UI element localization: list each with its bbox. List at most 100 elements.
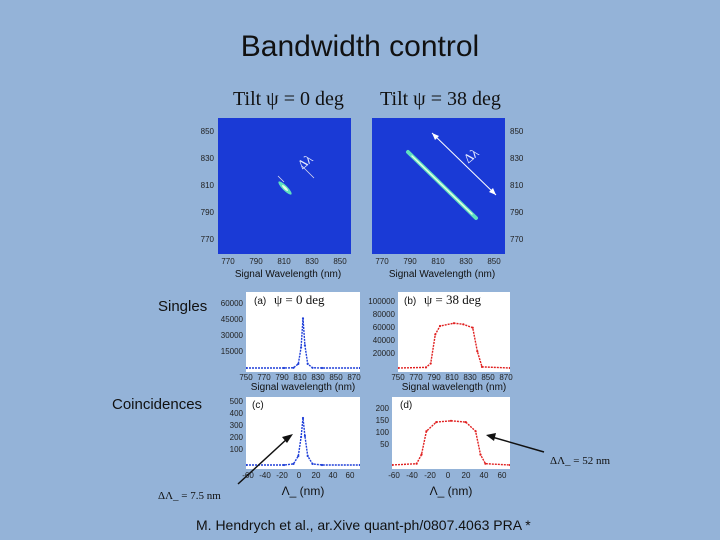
trace-point: [462, 323, 465, 326]
singles-x-tick: 770: [409, 373, 423, 382]
heatmap-x-tick: 790: [249, 257, 263, 266]
coinc-xlabel-left: Λ_ (nm): [281, 484, 325, 498]
trace-point: [311, 462, 314, 465]
panel-a-angle: ψ = 0 deg: [274, 292, 325, 307]
trace-point: [425, 430, 428, 433]
heatmap-y-tick: 830: [510, 154, 524, 163]
singles-x-tick: 810: [293, 373, 307, 382]
singles-y-tick: 30000: [220, 331, 243, 340]
singles-panel-a: [246, 292, 360, 372]
heatmap-x-tick: 850: [487, 257, 501, 266]
heatmap-y-tick: 790: [200, 208, 214, 217]
trace-point: [476, 350, 479, 353]
heatmap-x-tick: 850: [333, 257, 347, 266]
trace-point: [297, 454, 300, 458]
trace-point: [246, 366, 248, 370]
trace-point: [474, 430, 477, 433]
row-label-coincidences: Coincidences: [112, 396, 203, 413]
coinc-xlabel-right: Λ_ (nm): [429, 484, 473, 498]
heatmap-right-xlabel: Signal Wavelength (nm): [388, 269, 496, 280]
trace-point: [320, 463, 324, 467]
panel-d-label: (d): [400, 400, 413, 411]
heatmap-x-tick: 830: [459, 257, 473, 266]
coinc-y-tick: 100: [229, 445, 243, 454]
singles-y-tick: 45000: [220, 315, 243, 324]
coinc-y-tick: 400: [229, 409, 243, 418]
coinc-x-tick: -60: [388, 471, 400, 480]
trace-point: [449, 419, 453, 422]
singles-x-tick: 790: [427, 373, 441, 382]
heatmap-y-tick: 810: [200, 181, 214, 190]
coinc-x-tick: -20: [424, 471, 436, 480]
trace-point: [297, 362, 300, 365]
trace-point: [311, 366, 314, 369]
singles-xlabel-left: Signal wavelength (nm): [250, 382, 356, 393]
heatmap-left: Δλ: [218, 118, 351, 254]
heatmap-y-tick: 810: [510, 181, 524, 190]
coinc-panel-d: [392, 397, 510, 469]
right-tilt-title: Tilt ψ = 38 deg: [380, 88, 501, 110]
trace-point: [303, 434, 306, 437]
coinc-x-tick: -40: [259, 471, 271, 480]
row-label-singles: Singles: [158, 298, 208, 315]
coinc-x-tick: -20: [276, 471, 288, 480]
coinc-x-tick: 60: [497, 471, 507, 480]
heatmap-y-tick: 850: [510, 127, 524, 136]
panel-b-label: (b): [404, 296, 417, 307]
heatmap-y-tick: 790: [510, 208, 524, 217]
coinc-x-tick: 40: [328, 471, 338, 480]
heatmap-x-tick: 830: [305, 257, 319, 266]
singles-y-tick: 15000: [220, 347, 243, 356]
coinc-x-tick: 40: [479, 471, 489, 480]
trace-point: [300, 346, 303, 349]
coinc-y-tick: 150: [375, 416, 389, 425]
heatmap-x-tick: 770: [375, 257, 389, 266]
trace-point: [434, 333, 437, 336]
trace-point: [438, 324, 442, 328]
annotation-left: ΔΛ_ = 7.5 nm: [158, 490, 221, 502]
singles-x-tick: 750: [239, 373, 253, 382]
singles-x-tick: 870: [499, 373, 513, 382]
singles-x-tick: 830: [311, 373, 325, 382]
coinc-y-tick: 100: [375, 428, 389, 437]
left-tilt-title: Tilt ψ = 0 deg: [233, 88, 344, 110]
heatmap-x-tick: 790: [403, 257, 417, 266]
singles-y-tick: 100000: [368, 297, 395, 306]
trace-point: [398, 366, 400, 370]
slide-title: Bandwidth control: [240, 30, 480, 63]
singles-y-tick: 20000: [372, 349, 395, 358]
coinc-x-tick: 0: [296, 471, 302, 480]
trace-point: [415, 462, 418, 465]
singles-x-tick: 830: [463, 373, 477, 382]
heatmap-y-tick: 770: [200, 235, 214, 244]
trace-point: [420, 453, 423, 456]
trace-point: [508, 463, 510, 467]
heatmap-x-tick: 810: [277, 257, 291, 266]
trace-point: [303, 344, 306, 347]
citation: M. Hendrych et al., ar.Xive quant-ph/080…: [196, 517, 531, 533]
trace-point: [292, 462, 295, 465]
singles-y-tick: 80000: [372, 310, 395, 319]
singles-xlabel-right: Signal wavelength (nm): [401, 382, 507, 393]
trace-point: [320, 366, 324, 370]
annotation-right: ΔΛ_ = 52 nm: [550, 455, 611, 467]
trace-point: [300, 435, 303, 439]
trace-point: [479, 453, 482, 456]
panel-a-label: (a): [254, 296, 267, 307]
panel-b-angle: ψ = 38 deg: [424, 292, 481, 307]
panel-c-label: (c): [252, 400, 264, 411]
trace-point: [480, 365, 484, 368]
trace-point: [301, 416, 305, 420]
coinc-x-tick: -40: [406, 471, 418, 480]
singles-x-tick: 750: [391, 373, 405, 382]
coinc-x-tick: 0: [445, 471, 451, 480]
singles-y-tick: 40000: [372, 336, 395, 345]
heatmap-left-xlabel: Signal Wavelength (nm): [234, 269, 342, 280]
singles-x-tick: 850: [481, 373, 495, 382]
singles-x-tick: 810: [445, 373, 459, 382]
trace-point: [424, 366, 428, 369]
trace-point: [292, 366, 295, 369]
trace-point: [301, 317, 305, 320]
trace-point: [282, 463, 286, 467]
